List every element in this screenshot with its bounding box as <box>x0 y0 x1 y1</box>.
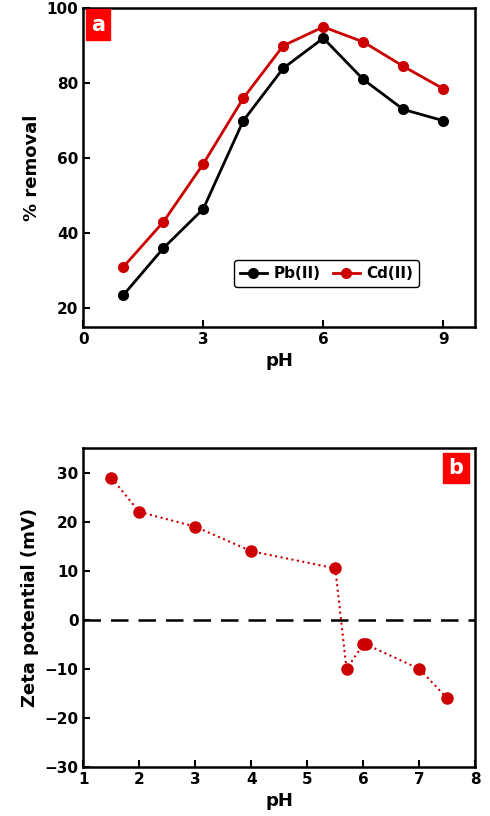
Text: b: b <box>448 458 464 477</box>
X-axis label: pH: pH <box>266 792 293 810</box>
Y-axis label: % removal: % removal <box>23 114 41 221</box>
Pb(II) <box>400 104 406 114</box>
Cd(II) <box>360 37 366 47</box>
Pb(II) <box>360 74 366 84</box>
Pb(II) <box>121 290 126 300</box>
Pb(II) <box>200 204 206 214</box>
Pb(II) <box>160 243 166 253</box>
Cd(II) <box>121 262 126 272</box>
Cd(II) <box>241 93 246 103</box>
Cd(II) <box>280 41 286 51</box>
Cd(II) <box>441 84 446 94</box>
Pb(II) <box>241 116 246 126</box>
Line: Cd(II): Cd(II) <box>119 22 448 272</box>
Text: a: a <box>91 15 105 34</box>
Pb(II) <box>441 116 446 126</box>
X-axis label: pH: pH <box>266 353 293 370</box>
Pb(II) <box>320 33 326 43</box>
Cd(II) <box>400 61 406 71</box>
Pb(II) <box>280 64 286 73</box>
Line: Pb(II): Pb(II) <box>119 33 448 300</box>
Cd(II) <box>200 159 206 169</box>
Cd(II) <box>160 217 166 227</box>
Y-axis label: Zeta potential (mV): Zeta potential (mV) <box>21 508 39 707</box>
Legend: Pb(II), Cd(II): Pb(II), Cd(II) <box>234 260 419 287</box>
Cd(II) <box>320 22 326 32</box>
